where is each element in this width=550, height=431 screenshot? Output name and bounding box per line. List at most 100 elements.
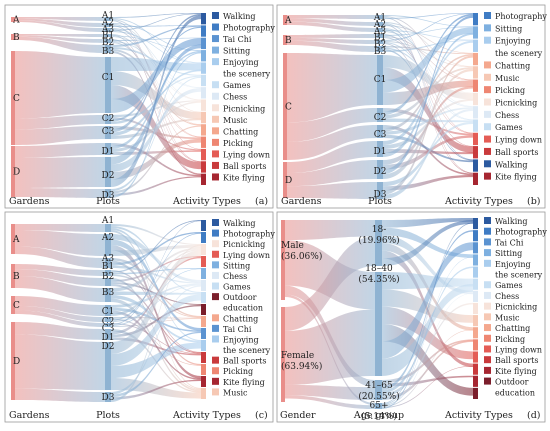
flow-link — [111, 76, 201, 192]
legend-swatch — [212, 356, 219, 364]
activity-node — [201, 173, 206, 185]
axis-label: Gardens — [9, 410, 50, 421]
legend-entry: Picnicking — [495, 99, 537, 108]
activity-node — [473, 290, 478, 302]
legend-entry: Photography — [495, 228, 547, 237]
flow-link — [111, 233, 201, 321]
legend-swatch — [212, 314, 219, 322]
plot-node — [105, 143, 111, 155]
plot-label: D1 — [102, 333, 115, 343]
flow-link — [383, 107, 473, 135]
activity-node — [201, 256, 206, 267]
flow-link — [15, 224, 105, 232]
flow-link — [111, 244, 201, 256]
legend-swatch — [484, 36, 491, 44]
legend-entry: Ball sports — [495, 356, 539, 365]
flow-link — [15, 230, 105, 256]
garden-label: A — [284, 16, 292, 26]
plot-label: A3 — [101, 254, 114, 264]
legend-swatch — [484, 302, 491, 310]
garden-label: B — [13, 272, 20, 282]
flow-link — [111, 37, 201, 41]
flow-link — [111, 35, 201, 51]
age-label: 18–40 — [365, 264, 393, 274]
gender-label: Female — [281, 351, 314, 361]
flow-link — [383, 25, 473, 54]
plot-label: C3 — [374, 130, 387, 140]
flow-link — [15, 17, 105, 21]
axis-label: Plots — [96, 410, 120, 421]
flow-link — [383, 67, 473, 153]
legend-swatch — [212, 335, 219, 343]
legend-swatch — [484, 334, 491, 342]
garden-label: C — [13, 301, 20, 311]
plot-label: A3 — [101, 25, 114, 35]
flow-link — [15, 126, 105, 145]
legend-swatch — [212, 12, 219, 19]
legend-entry: Chess — [495, 292, 519, 301]
plot-node — [377, 34, 383, 38]
legend-entry: Photography — [223, 230, 275, 239]
flow-link — [15, 115, 105, 130]
age-label: 18- — [372, 225, 387, 235]
flow-link — [382, 329, 473, 407]
activity-node — [473, 242, 478, 254]
flow-link — [111, 125, 201, 194]
plot-node — [377, 40, 383, 44]
legend-entry: Sitting — [495, 24, 522, 33]
plot-node — [105, 45, 111, 53]
flow-link — [287, 40, 377, 52]
plot-label: C1 — [374, 75, 387, 85]
age-pct: (54.35%) — [358, 274, 399, 285]
legend-entry: Enjoying — [223, 58, 259, 67]
garden-node — [283, 15, 287, 25]
legend-entry: Lying down — [223, 251, 270, 260]
flow-link — [383, 108, 473, 199]
flow-link — [382, 365, 473, 408]
flow-link — [382, 293, 473, 406]
plot-label: D1 — [102, 147, 115, 157]
flow-link — [111, 49, 201, 126]
plot-node — [377, 125, 383, 138]
plot-label: C3 — [102, 127, 115, 137]
activity-node — [473, 327, 478, 339]
flow-link — [111, 250, 201, 354]
legend-swatch — [484, 377, 491, 385]
plot-node — [105, 270, 111, 276]
flow-link — [111, 13, 201, 18]
legend-swatch — [212, 115, 219, 123]
axis-label: Plots — [368, 196, 392, 207]
activity-node — [201, 148, 206, 161]
legend-swatch — [484, 123, 491, 131]
axis-label: Activity Types — [444, 410, 513, 421]
gender-pct: (63.94%) — [281, 361, 322, 372]
flow-link — [15, 188, 105, 198]
flow-link — [111, 247, 201, 292]
activity-node — [473, 52, 478, 66]
flow-link — [383, 13, 473, 19]
flow-link — [15, 334, 105, 390]
legend-swatch — [212, 161, 219, 169]
legend-swatch — [212, 293, 219, 301]
plot-label: C2 — [102, 114, 115, 124]
legend-entry: Lying down — [495, 136, 542, 145]
legend-entry: Ball sports — [223, 162, 267, 171]
legend-entry: Picnicking — [223, 104, 265, 113]
plot-label: B3 — [102, 288, 115, 298]
plot-node — [377, 182, 383, 199]
flow-link — [111, 230, 201, 389]
legend-swatch — [484, 259, 491, 267]
flow-link — [111, 100, 201, 118]
legend-swatch — [212, 46, 219, 54]
activity-node — [473, 387, 478, 399]
flow-link — [383, 26, 473, 36]
legend-entry: Games — [495, 123, 523, 132]
flow-link — [383, 23, 473, 120]
plot-label: B3 — [102, 47, 115, 57]
panel-tag: (d) — [527, 410, 541, 421]
plot-node — [377, 28, 383, 32]
flow-link — [111, 268, 201, 275]
flow-link — [15, 36, 105, 53]
legend-entry: Enjoying — [223, 335, 259, 344]
plot-label: D3 — [102, 191, 115, 201]
